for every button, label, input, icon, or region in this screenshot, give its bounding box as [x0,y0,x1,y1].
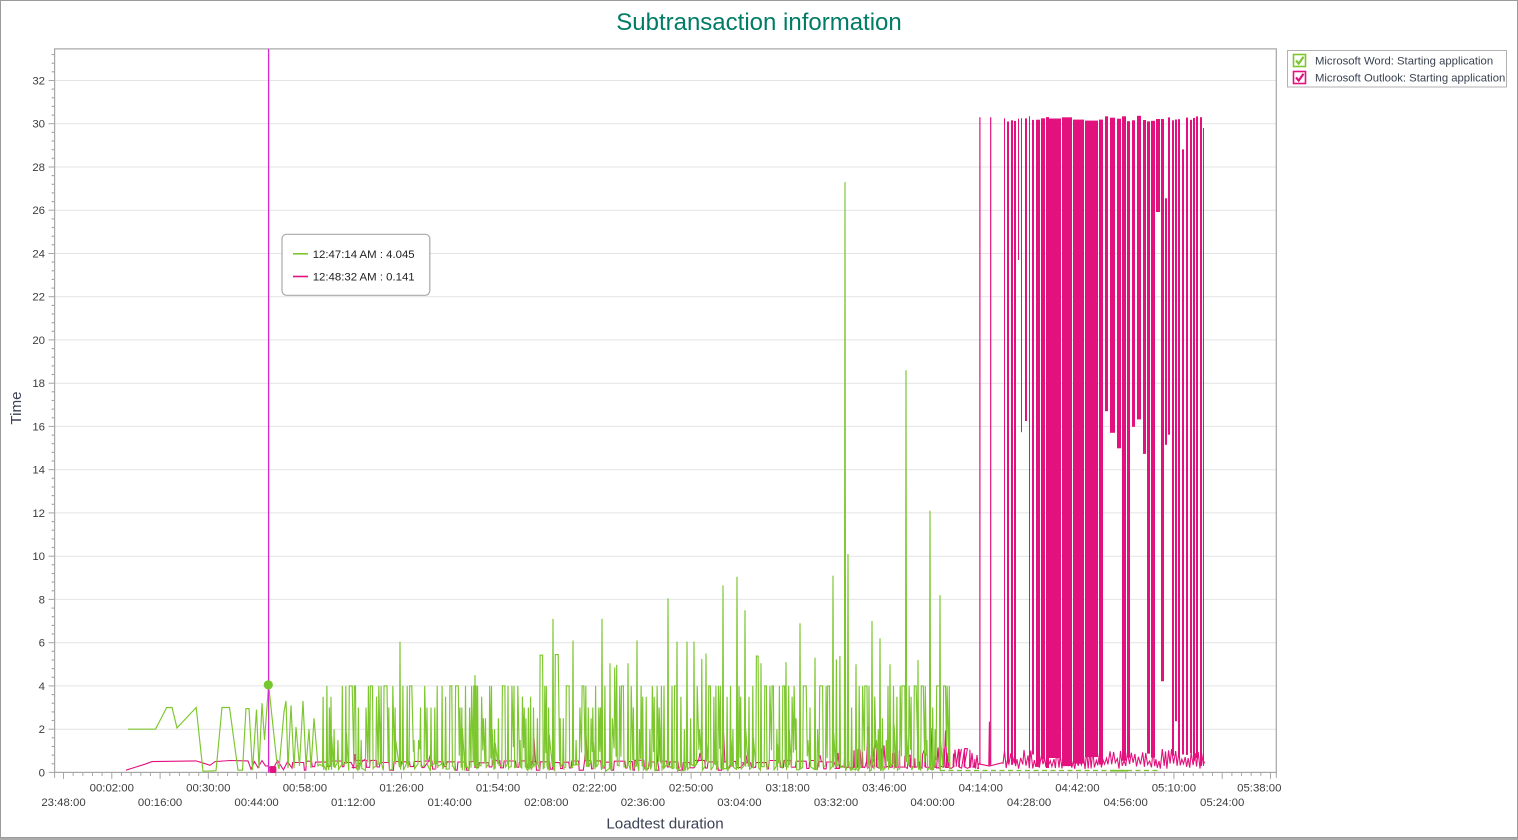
svg-text:05:24:00: 05:24:00 [1200,797,1244,809]
svg-text:Microsoft Word: Starting appli: Microsoft Word: Starting application [1315,55,1493,67]
svg-text:Time: Time [8,391,25,424]
svg-text:01:40:00: 01:40:00 [428,797,472,809]
svg-text:28: 28 [32,162,45,174]
svg-text:16: 16 [32,421,45,433]
svg-text:32: 32 [32,76,45,88]
svg-text:02:50:00: 02:50:00 [669,783,713,795]
svg-text:23:48:00: 23:48:00 [41,797,85,809]
svg-text:10: 10 [32,551,45,563]
svg-text:04:28:00: 04:28:00 [1007,797,1051,809]
svg-text:02:08:00: 02:08:00 [524,797,568,809]
svg-text:4: 4 [39,681,45,693]
svg-text:18: 18 [32,378,45,390]
svg-text:00:58:00: 00:58:00 [283,783,327,795]
svg-text:04:42:00: 04:42:00 [1055,783,1099,795]
svg-text:20: 20 [32,335,45,347]
svg-text:22: 22 [32,292,45,304]
svg-text:00:02:00: 00:02:00 [90,783,134,795]
svg-text:04:00:00: 04:00:00 [910,797,954,809]
svg-text:12:47:14 AM : 4.045: 12:47:14 AM : 4.045 [313,249,415,261]
svg-text:6: 6 [39,638,45,650]
svg-text:12: 12 [32,508,45,520]
svg-text:14: 14 [32,465,45,477]
svg-text:04:56:00: 04:56:00 [1104,797,1148,809]
svg-text:00:30:00: 00:30:00 [186,783,230,795]
svg-text:12:48:32 AM : 0.141: 12:48:32 AM : 0.141 [313,272,415,284]
svg-text:03:18:00: 03:18:00 [766,783,810,795]
svg-text:03:32:00: 03:32:00 [814,797,858,809]
svg-text:0: 0 [39,767,45,779]
svg-text:Subtransaction information: Subtransaction information [616,9,902,36]
svg-text:30: 30 [32,119,45,131]
svg-text:01:26:00: 01:26:00 [379,783,423,795]
svg-text:02:22:00: 02:22:00 [572,783,616,795]
svg-text:00:16:00: 00:16:00 [138,797,182,809]
svg-text:8: 8 [39,594,45,606]
svg-text:24: 24 [32,249,45,261]
svg-text:00:44:00: 00:44:00 [234,797,278,809]
svg-text:01:54:00: 01:54:00 [476,783,520,795]
svg-text:Loadtest duration: Loadtest duration [606,816,723,833]
svg-text:02:36:00: 02:36:00 [621,797,665,809]
svg-text:05:10:00: 05:10:00 [1152,783,1196,795]
svg-text:03:04:00: 03:04:00 [717,797,761,809]
svg-text:Microsoft Outlook: Starting ap: Microsoft Outlook: Starting application [1315,72,1505,84]
svg-text:03:46:00: 03:46:00 [862,783,906,795]
svg-text:04:14:00: 04:14:00 [959,783,1003,795]
svg-text:26: 26 [32,205,45,217]
svg-text:2: 2 [39,724,45,736]
svg-text:01:12:00: 01:12:00 [331,797,375,809]
svg-text:05:38:00: 05:38:00 [1237,783,1281,795]
